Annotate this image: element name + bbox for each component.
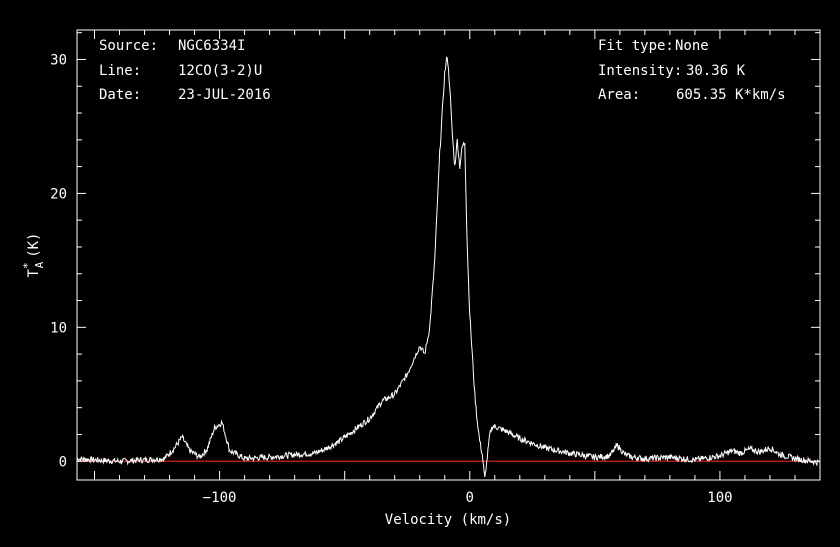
spectrum-line	[76, 56, 821, 477]
info-right-panel: Fit type: None Intensity: 30.36 K Area: …	[598, 38, 786, 103]
y-axis-label-super: *	[21, 262, 34, 269]
x-axis-label: Velocity (km/s)	[385, 512, 511, 528]
y-tick-label: 20	[50, 186, 67, 202]
line-label: Line:	[99, 63, 141, 79]
date-label: Date:	[99, 87, 141, 103]
y-axis-label-sub: A	[33, 261, 46, 268]
source-value: NGC6334I	[178, 38, 245, 54]
fit-type-value: None	[675, 38, 709, 54]
intensity-label: Intensity:	[598, 63, 682, 79]
intensity-value: 30.36 K	[686, 63, 746, 79]
y-tick-label: 0	[59, 454, 67, 470]
source-label: Source:	[99, 38, 158, 54]
plot-frame	[76, 29, 821, 481]
x-tick-label: 0	[466, 490, 474, 506]
x-tick-label: −100	[203, 490, 237, 506]
area-value: 605.35 K*km/s	[676, 87, 786, 103]
date-value: 23-JUL-2016	[178, 87, 271, 103]
y-tick-label: 10	[50, 320, 67, 336]
y-axis-label: T*A (K)	[21, 233, 46, 278]
fit-type-label: Fit type:	[598, 38, 674, 54]
area-label: Area:	[598, 87, 640, 103]
line-value: 12CO(3-2)U	[178, 63, 262, 79]
y-axis-label-unit: (K)	[26, 233, 42, 258]
y-tick-label: 30	[50, 52, 67, 68]
x-tick-label: 100	[707, 490, 732, 506]
y-axis-label-main: T	[26, 268, 42, 277]
info-left-panel: Source: NGC6334I Line: 12CO(3-2)U Date: …	[99, 38, 271, 103]
axis-ticks: −100 0 100 0 10 20 30	[50, 30, 821, 506]
